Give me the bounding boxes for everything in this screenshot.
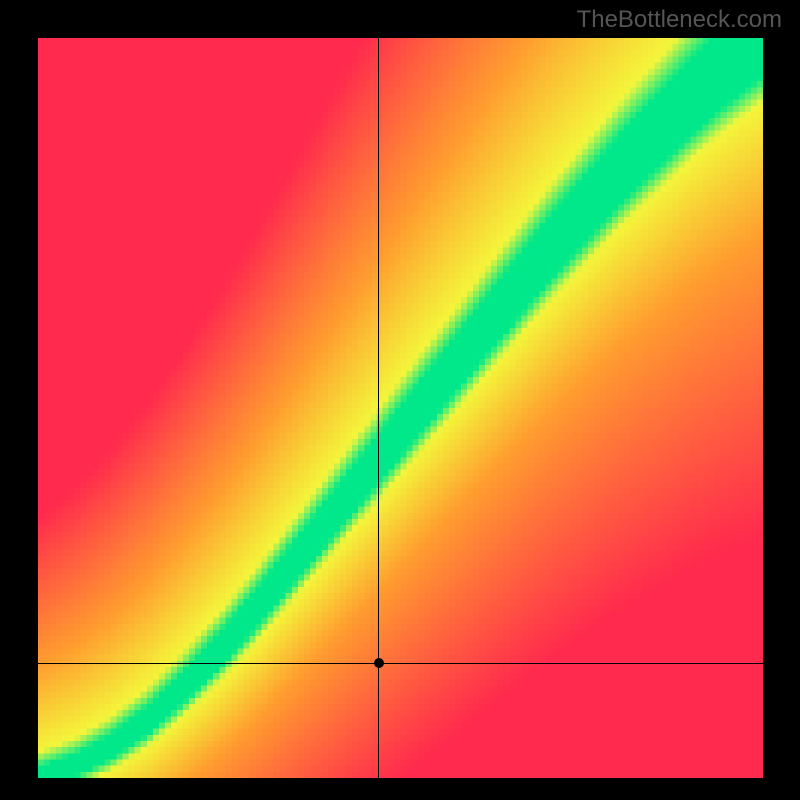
marker-dot [374, 658, 384, 668]
heatmap-canvas [38, 38, 763, 778]
heatmap-plot [38, 38, 763, 778]
crosshair-horizontal [38, 663, 763, 664]
chart-root: { "watermark": { "text": "TheBottleneck.… [0, 0, 800, 800]
watermark-text: TheBottleneck.com [577, 6, 782, 34]
